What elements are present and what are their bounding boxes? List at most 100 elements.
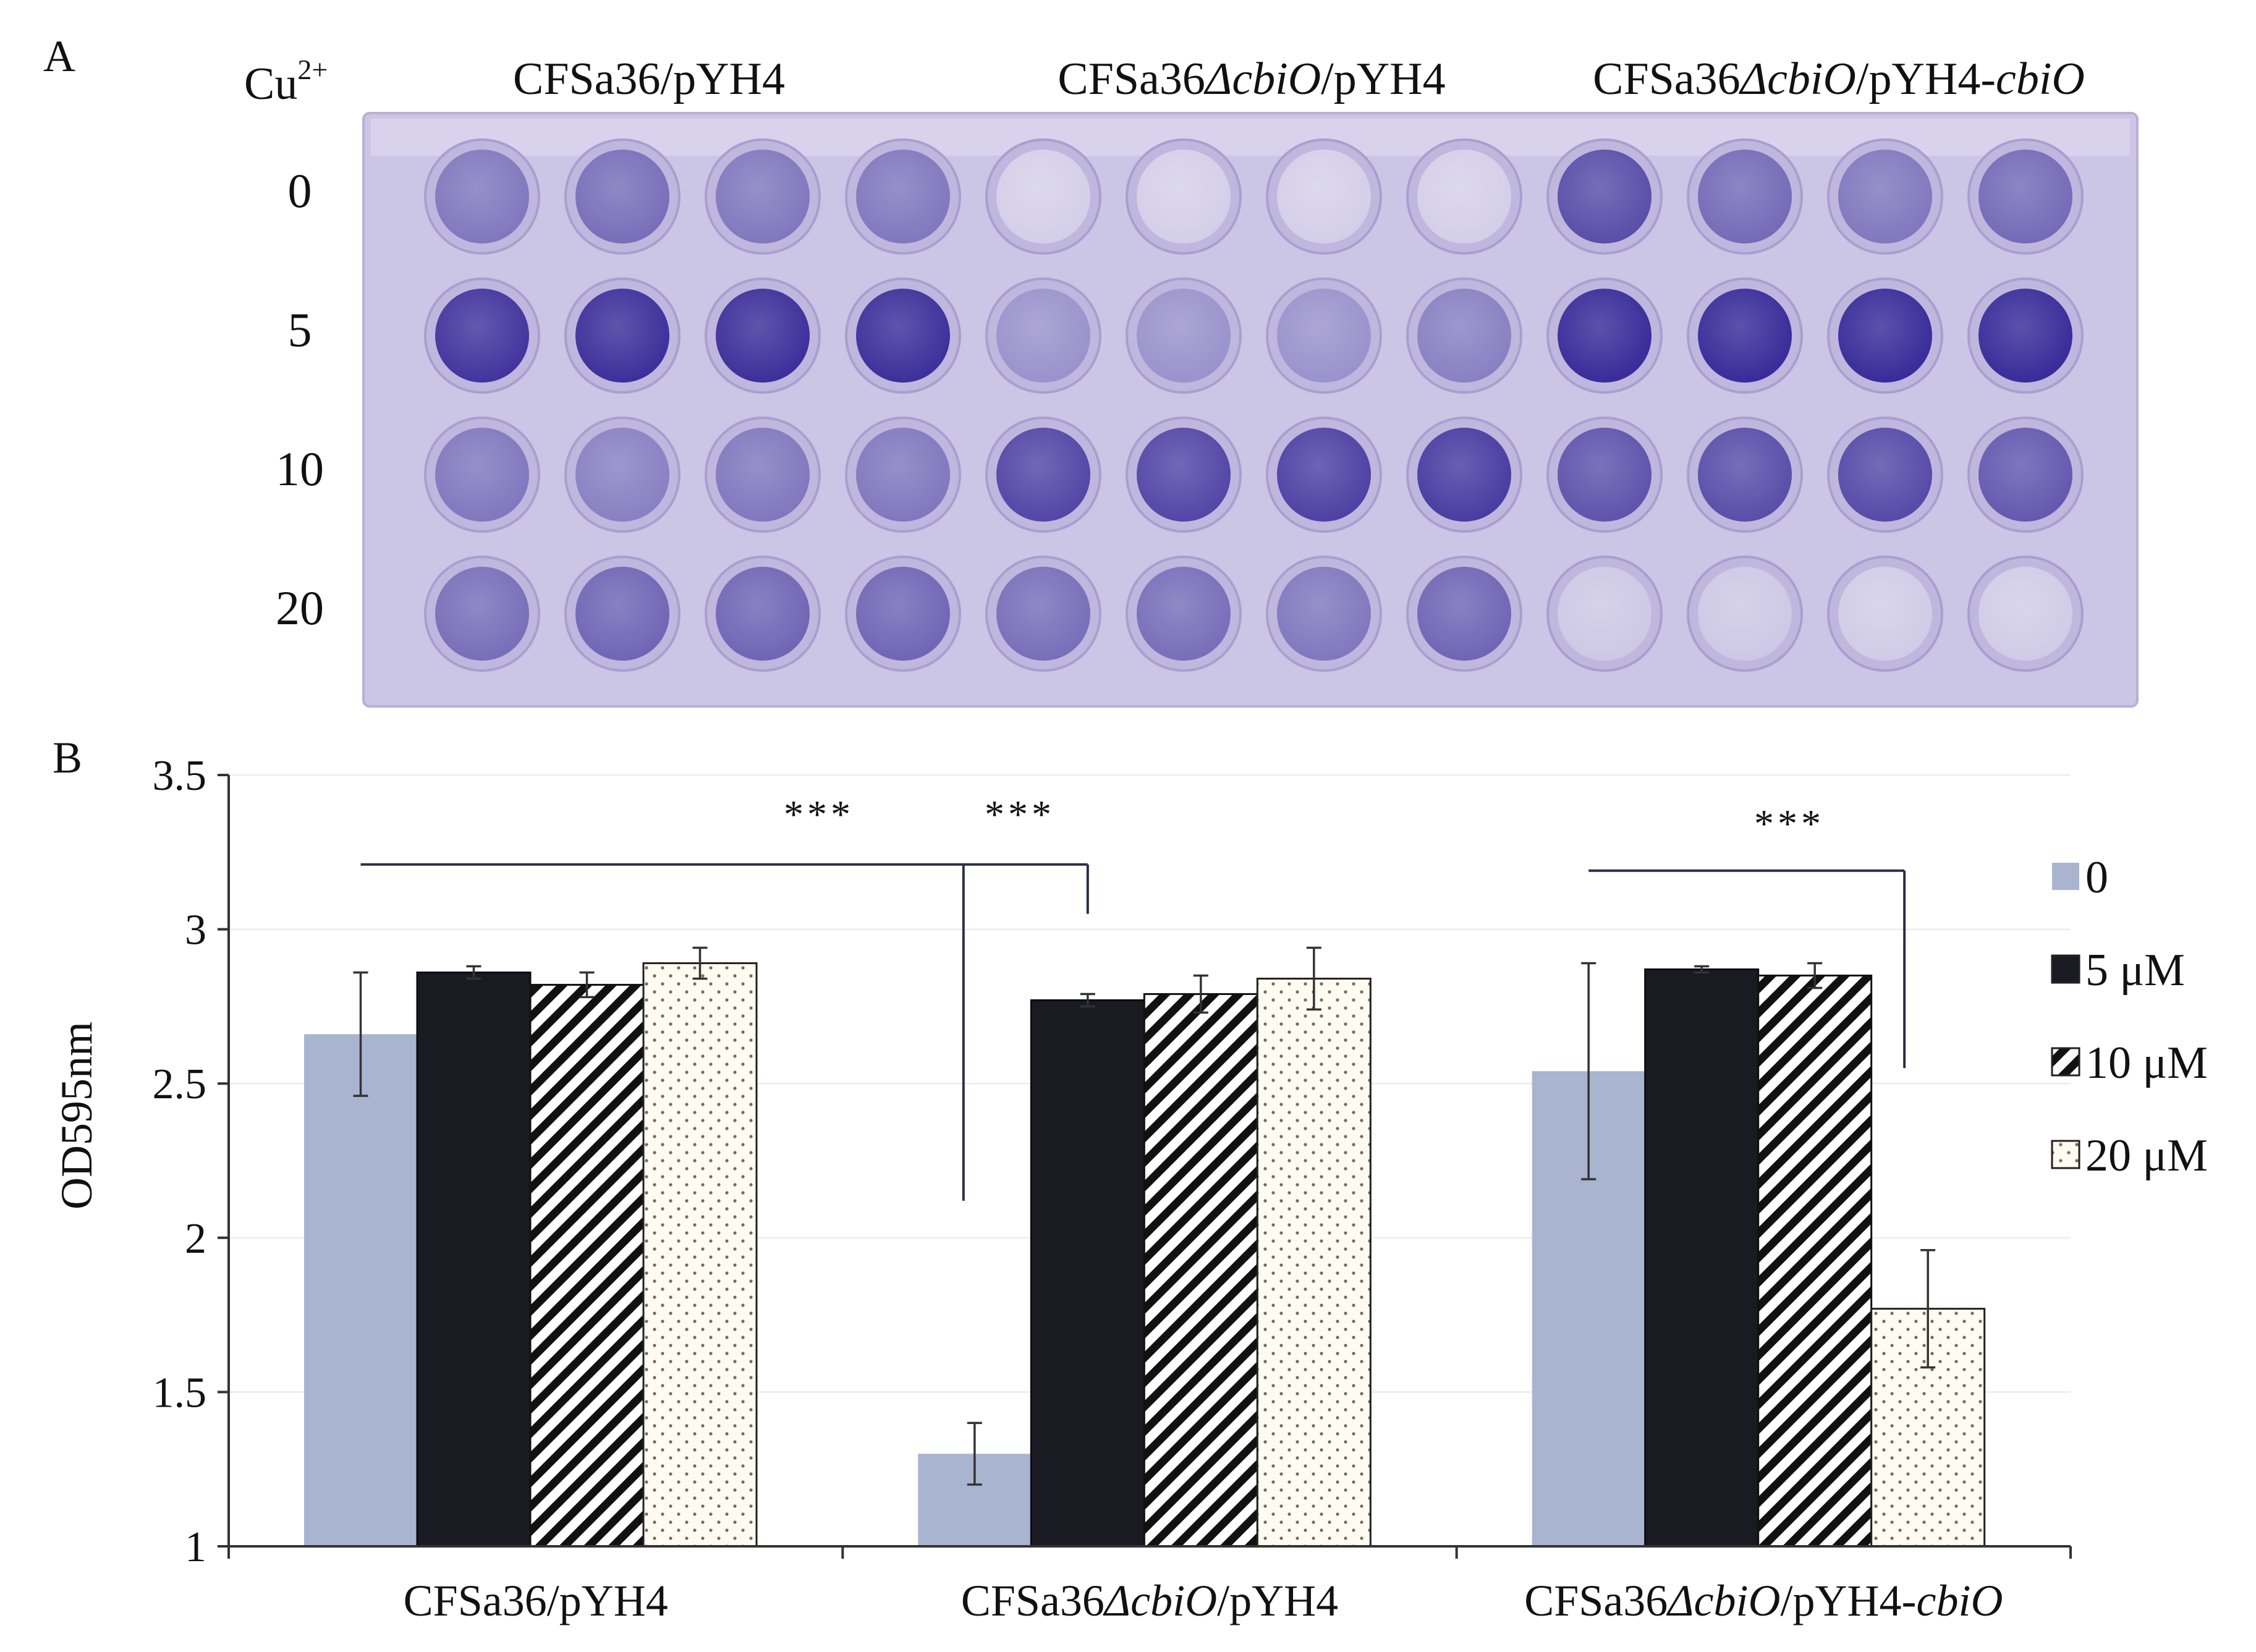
bar-2-series-4 [1256,977,1372,1548]
well-sheen-r1-c6 [1137,150,1231,244]
legend-label-1: 0 [2085,852,2108,903]
error-bars [353,946,1936,1486]
significance-bracket-3 [1588,869,1906,1069]
well-sheen-r3-c10 [1698,428,1792,522]
errorbar-3-series-4 [1920,1249,1936,1369]
bar-1-series-2 [416,971,532,1548]
well-sheen-r4-c9 [1558,567,1652,661]
errorbar-3-series-2 [1694,965,1710,974]
bar-2-series-2 [1030,999,1145,1548]
legend-swatch-4 [2051,1140,2080,1169]
significance-bracket-1 [360,863,1089,914]
x-tick-label-3: CFSa36ΔcbiO/pYH4-cbiO [1524,1576,2003,1625]
legend-label-2: 5 μM [2085,945,2185,996]
legend-swatch-3 [2051,1047,2080,1077]
y-tick-label-1: 1 [185,1523,206,1571]
well-sheen-r1-c1 [435,150,529,244]
well-sheen-r1-c7 [1277,150,1371,244]
x-tick-label-2-part-0: CFSa36 [961,1576,1105,1625]
well-sheen-r1-c5 [996,150,1090,244]
x-tick-label-2-part-2: /pYH4 [1217,1576,1338,1625]
well-sheen-r2-c1 [435,289,529,383]
errorbar-3-series-3 [1807,962,1823,989]
plate-image [362,112,2139,708]
panel-a-label: A [43,32,75,81]
well-sheen-r4-c7 [1277,567,1371,661]
well-sheen-r2-c11 [1838,289,1932,383]
y-tick-label-2.5: 2.5 [153,1061,207,1108]
y-tick-label-3: 3 [185,907,206,954]
well-sheen-r3-c11 [1838,428,1932,522]
errorbar-2-series-1 [967,1421,982,1486]
errorbar-1-series-4 [692,946,708,980]
legend-item-2: 5 μM [2051,945,2185,996]
legend-label-3: 10 μM [2085,1038,2208,1088]
well-sheen-r1-c11 [1838,150,1932,244]
y-tick-label-3.5: 3.5 [153,752,207,800]
well-sheen-r2-c12 [1978,289,2072,383]
x-tick-labels: CFSa36/pYH4 CFSa36ΔcbiO/pYH4 CFSa36ΔcbiO/p… [404,1576,2003,1625]
y-tick-label-2: 2 [185,1215,206,1263]
x-tick-label-1: CFSa36/pYH4 [404,1576,668,1625]
well-sheen-r3-c1 [435,428,529,522]
plate-group-label-2-part-1: ΔcbiO [1203,54,1321,104]
well-sheen-r3-c5 [996,428,1090,522]
x-tick-label-1-part-0: CFSa36/pYH4 [404,1576,668,1625]
x-tick-label-3-part-2: /pYH4- [1781,1576,1917,1625]
well-sheen-r4-c1 [435,567,529,661]
y-tick-label-1.5: 1.5 [153,1369,207,1417]
x-tick-label-3-part-3: cbiO [1916,1576,2003,1625]
bars [304,962,1986,1548]
well-sheen-r4-c5 [996,567,1090,661]
plate-group-label-3-part-2: /pYH4- [1856,54,1996,104]
well-sheen-r2-c3 [716,289,810,383]
well-sheen-r3-c3 [716,428,810,522]
plate-group-label-1: CFSa36/pYH4 [513,54,785,104]
bar-3-series-3 [1757,974,1873,1548]
errorbar-2-series-4 [1306,946,1321,1011]
legend-item-3: 10 μM [2051,1038,2208,1088]
plate-group-label-2: CFSa36ΔcbiO/pYH4 [1058,54,1445,104]
well-sheen-r4-c3 [716,567,810,661]
well-sheen-r1-c9 [1558,150,1652,244]
well-sheen-r2-c10 [1698,289,1792,383]
well-sheen-r1-c8 [1417,150,1511,244]
bar-3-series-2 [1644,968,1760,1548]
cu-superscript: 2+ [297,54,328,85]
well-sheen-r2-c6 [1137,289,1231,383]
well-sheen-r3-c4 [856,428,950,522]
well-sheen-r1-c4 [856,150,950,244]
well-sheen-r2-c8 [1417,289,1511,383]
well-sheen-r2-c5 [996,289,1090,383]
x-tick-label-3-part-0: CFSa36 [1524,1576,1668,1625]
well-sheen-r3-c6 [1137,428,1231,522]
plate-wells [424,138,2084,672]
well-sheen-r4-c10 [1698,567,1792,661]
errorbar-2-series-3 [1193,974,1208,1014]
well-sheen-r2-c4 [856,289,950,383]
significance-label-2: *** [985,792,1055,836]
well-sheen-r2-c9 [1558,289,1652,383]
well-sheen-r3-c8 [1417,428,1511,522]
plate-group-label-1-part-0: CFSa36/pYH4 [513,54,785,104]
plate-row-label-20: 20 [276,581,324,635]
bar-1-series-4 [642,962,758,1548]
significance-label-1: *** [784,792,854,836]
plate-group-label-3-part-0: CFSa36 [1593,54,1741,104]
well-sheen-r3-c7 [1277,428,1371,522]
errorbar-1-series-1 [353,971,368,1097]
well-sheen-r1-c12 [1978,150,2072,244]
significance-brackets: *** *** *** [360,792,1906,1201]
well-sheen-r4-c12 [1978,567,2072,661]
plate-group-label-2-part-0: CFSa36 [1058,54,1205,104]
errorbar-2-series-2 [1080,993,1095,1008]
cu-row-header: Cu2+ [244,54,328,109]
legend-swatch-2 [2051,954,2080,984]
well-sheen-r3-c9 [1558,428,1652,522]
legend-swatch-1 [2052,863,2079,890]
well-sheen-r1-c10 [1698,150,1792,244]
errorbar-1-series-2 [466,965,481,980]
plate-top-rim [371,119,2130,156]
errorbar-3-series-1 [1581,962,1597,1180]
